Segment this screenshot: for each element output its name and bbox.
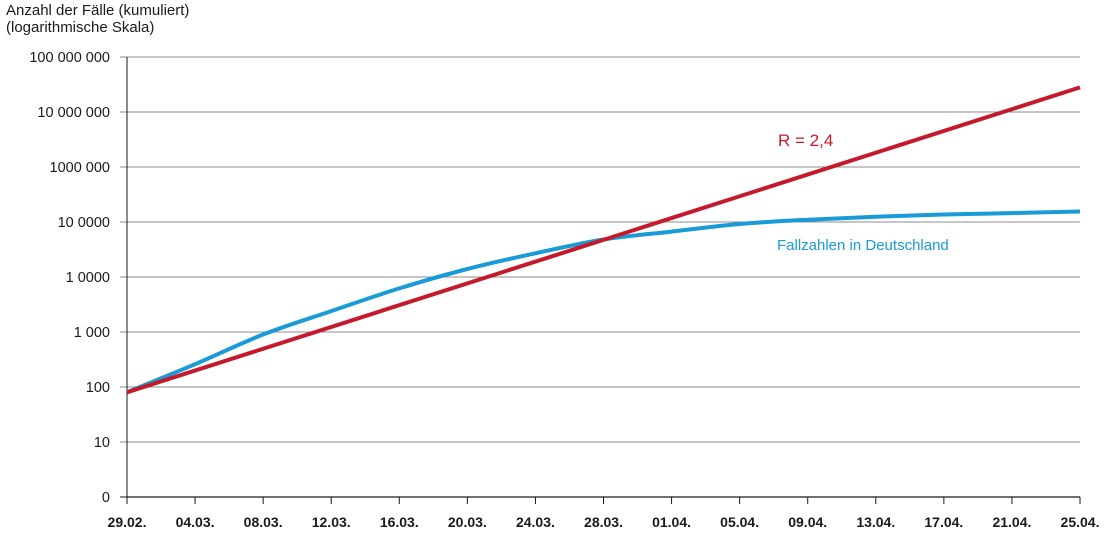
axes (120, 57, 1081, 504)
x-tick-label: 01.04. (652, 514, 691, 530)
x-tick-label: 08.03. (244, 514, 283, 530)
y-tick-label: 1000 000 (50, 160, 110, 176)
x-tick-label: 21.04. (992, 514, 1031, 530)
annotation-r-value: R = 2,4 (778, 131, 833, 150)
x-tick-label: 24.03. (516, 514, 555, 530)
x-tick-label: 28.03. (584, 514, 623, 530)
x-tick-label: 29.02. (108, 514, 147, 530)
y-tick-label: 100 000 000 (29, 50, 110, 66)
y-tick-label: 100 (86, 380, 110, 396)
y-axis-title-line-2: (logarithmische Skala) (6, 19, 155, 36)
y-tick-label: 10 (94, 435, 110, 451)
x-tick-label: 17.04. (924, 514, 963, 530)
y-tick-label: 10 000 000 (37, 105, 110, 121)
annotation-germany-cases: Fallzahlen in Deutschland (777, 237, 949, 254)
x-tick-label: 20.03. (448, 514, 487, 530)
grid-lines (120, 56, 1080, 443)
x-tick-label: 16.03. (380, 514, 419, 530)
series-lines (126, 85, 1081, 395)
y-axis-title-line-1: Anzahl der Fälle (kumuliert) (6, 2, 190, 19)
x-tick-label: 05.04. (720, 514, 759, 530)
y-tick-labels: 0 10 100 1 000 1 0000 10 0000 1000 000 10 000 0… (29, 50, 110, 506)
x-tick-label: 04.03. (176, 514, 215, 530)
y-axis-title: Anzahl der Fälle (kumuliert) (logarithmi… (6, 2, 189, 36)
y-tick-label: 1 0000 (66, 270, 110, 286)
y-tick-label: 1 000 (74, 325, 110, 341)
y-tick-label: 10 0000 (58, 215, 110, 231)
x-tick-labels: 29.02. 04.03. 08.03. 12.03. 16.03. 20.03. 24.0… (108, 514, 1100, 530)
x-tick-label: 12.03. (312, 514, 351, 530)
x-tick-label: 09.04. (788, 514, 827, 530)
series-line-r-2-4 (126, 85, 1081, 395)
x-tick-label: 25.04. (1061, 514, 1100, 530)
x-tick-label: 13.04. (856, 514, 895, 530)
y-tick-label: 0 (102, 490, 110, 506)
